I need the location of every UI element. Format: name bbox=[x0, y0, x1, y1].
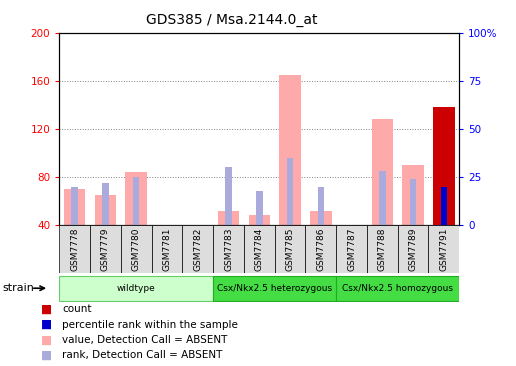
Bar bbox=[225, 167, 232, 225]
Bar bbox=[279, 75, 301, 225]
Bar bbox=[287, 158, 293, 225]
Bar bbox=[152, 225, 182, 273]
Bar bbox=[402, 165, 424, 225]
Text: GSM7788: GSM7788 bbox=[378, 227, 387, 270]
Bar bbox=[367, 225, 398, 273]
Text: GSM7786: GSM7786 bbox=[316, 227, 325, 270]
Text: GSM7779: GSM7779 bbox=[101, 227, 110, 270]
Bar bbox=[336, 225, 367, 273]
Bar bbox=[372, 119, 393, 225]
Bar bbox=[244, 225, 275, 273]
Text: rank, Detection Call = ABSENT: rank, Detection Call = ABSENT bbox=[62, 350, 222, 361]
Bar bbox=[72, 187, 78, 225]
Bar bbox=[310, 211, 332, 225]
Bar bbox=[398, 225, 428, 273]
Text: GSM7789: GSM7789 bbox=[409, 227, 417, 270]
Text: wildtype: wildtype bbox=[117, 284, 156, 293]
Text: value, Detection Call = ABSENT: value, Detection Call = ABSENT bbox=[62, 335, 227, 345]
Bar bbox=[410, 179, 416, 225]
Bar bbox=[125, 172, 147, 225]
Bar bbox=[59, 225, 90, 273]
Text: GSM7780: GSM7780 bbox=[132, 227, 141, 270]
Text: GSM7787: GSM7787 bbox=[347, 227, 356, 270]
Text: GDS385 / Msa.2144.0_at: GDS385 / Msa.2144.0_at bbox=[147, 13, 318, 27]
Text: GSM7781: GSM7781 bbox=[163, 227, 171, 270]
Bar bbox=[59, 276, 213, 300]
Text: ■: ■ bbox=[41, 303, 53, 316]
Bar bbox=[379, 171, 385, 225]
Bar bbox=[90, 225, 121, 273]
Bar bbox=[275, 225, 305, 273]
Bar bbox=[441, 187, 447, 225]
Text: ■: ■ bbox=[41, 349, 53, 362]
Text: GSM7785: GSM7785 bbox=[285, 227, 295, 270]
Bar bbox=[256, 190, 263, 225]
Text: percentile rank within the sample: percentile rank within the sample bbox=[62, 320, 238, 330]
Text: Csx/Nkx2.5 heterozygous: Csx/Nkx2.5 heterozygous bbox=[217, 284, 332, 293]
Bar bbox=[133, 177, 139, 225]
Bar bbox=[213, 276, 336, 300]
Text: count: count bbox=[62, 304, 91, 314]
Text: Csx/Nkx2.5 homozygous: Csx/Nkx2.5 homozygous bbox=[342, 284, 453, 293]
Bar bbox=[218, 211, 239, 225]
Text: ■: ■ bbox=[41, 318, 53, 331]
Bar bbox=[121, 225, 152, 273]
Bar bbox=[428, 225, 459, 273]
Bar bbox=[305, 225, 336, 273]
Bar bbox=[182, 225, 213, 273]
Bar bbox=[95, 195, 116, 225]
Text: GSM7791: GSM7791 bbox=[439, 227, 448, 270]
Bar bbox=[64, 189, 86, 225]
Text: GSM7778: GSM7778 bbox=[70, 227, 79, 270]
Text: GSM7783: GSM7783 bbox=[224, 227, 233, 270]
Bar bbox=[336, 276, 459, 300]
Text: GSM7782: GSM7782 bbox=[194, 227, 202, 270]
Bar bbox=[317, 187, 324, 225]
Text: strain: strain bbox=[3, 283, 35, 293]
Bar bbox=[249, 216, 270, 225]
Bar bbox=[213, 225, 244, 273]
Text: ■: ■ bbox=[41, 333, 53, 347]
Text: GSM7784: GSM7784 bbox=[255, 227, 264, 270]
Bar bbox=[102, 183, 109, 225]
Bar bbox=[433, 107, 455, 225]
